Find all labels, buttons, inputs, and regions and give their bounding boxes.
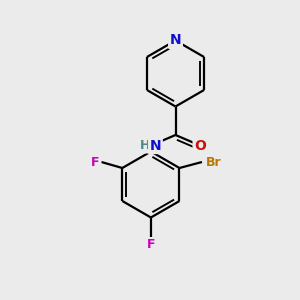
Text: N: N <box>170 34 181 47</box>
Text: F: F <box>147 238 155 251</box>
Text: N: N <box>150 139 161 152</box>
Text: Br: Br <box>206 155 221 169</box>
Text: O: O <box>194 139 206 152</box>
Text: F: F <box>91 155 100 169</box>
Text: H: H <box>140 139 151 152</box>
